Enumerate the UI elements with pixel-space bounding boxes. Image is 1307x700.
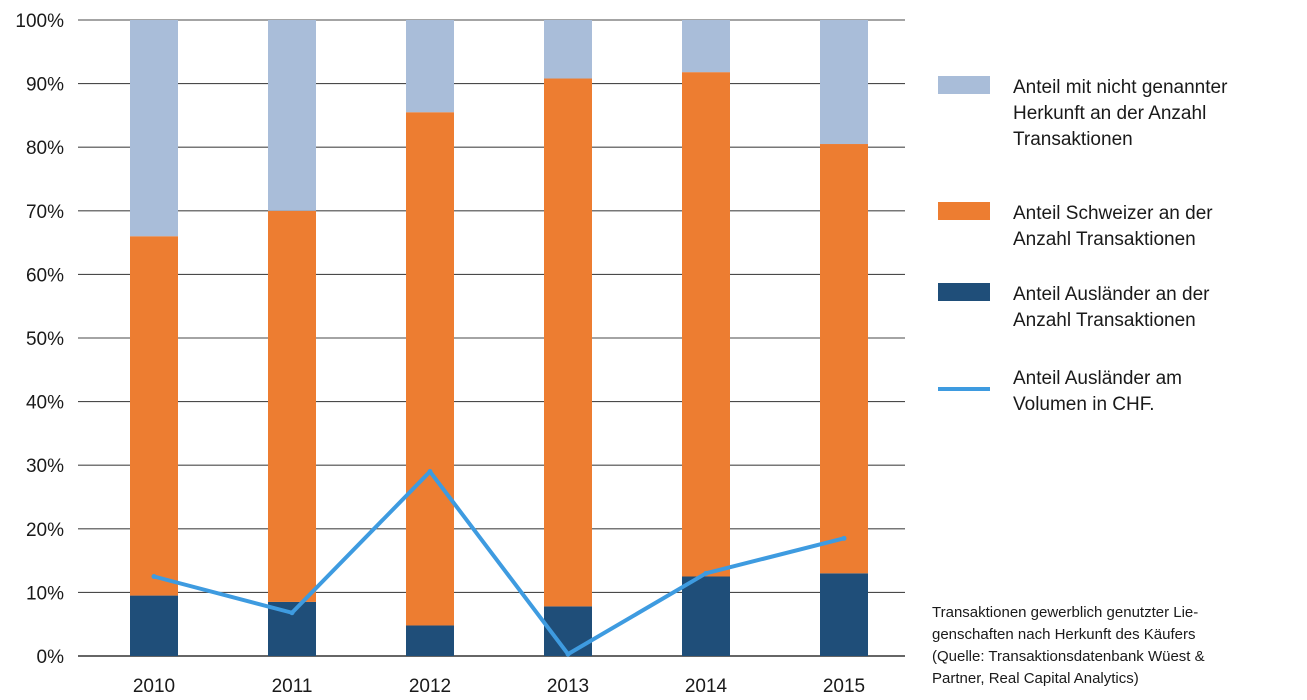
line-point [427,469,433,475]
y-tick-label: 90% [26,75,64,96]
bar-segment-2-2015 [820,20,868,145]
bar-segment-0-2012 [406,625,454,656]
legend-label: Anteil mit nicht genannter [1013,77,1228,98]
bar-segment-1-2012 [406,112,454,626]
y-tick-label: 60% [26,265,64,286]
bar-segment-1-2015 [820,144,868,574]
bar-segment-1-2010 [130,236,178,596]
x-tick-label: 2015 [823,676,865,695]
bar-segment-0-2014 [682,576,730,656]
line-point [703,570,709,576]
bar-segment-1-2013 [544,78,592,607]
legend-label: Anteil Ausländer am [1013,368,1182,389]
legend-swatch-box [938,283,990,301]
legend-label: Anteil Ausländer an der [1013,284,1210,305]
legend-label: Anzahl Transaktionen [1013,310,1196,331]
legend-label: Herkunft an der Anzahl [1013,103,1206,124]
legend-label: Volumen in CHF. [1013,394,1155,415]
y-tick-label: 40% [26,393,64,414]
y-tick-label: 30% [26,456,64,477]
bar-segment-2-2010 [130,20,178,237]
legend-label: Anteil Schweizer an der [1013,203,1213,224]
line-series-0 [152,469,846,657]
source-note-line: genschaften nach Herkunft des Käufers [932,626,1196,643]
y-tick-label: 100% [15,11,64,32]
legend-swatch-box [938,76,990,94]
line-point [151,574,157,579]
y-tick-label: 80% [26,138,64,159]
y-tick-label: 10% [26,583,64,604]
bar-segment-2-2012 [406,20,454,113]
x-tick-label: 2013 [547,676,589,695]
x-tick-label: 2014 [685,676,728,695]
y-tick-label: 20% [26,520,64,541]
y-tick-label: 50% [26,329,64,350]
bar-segment-2-2014 [682,20,730,73]
legend-swatch-box [938,202,990,220]
source-note-line: (Quelle: Transaktionsdatenbank Wüest & [932,648,1205,665]
line-point [565,651,571,657]
y-tick-label: 0% [37,647,65,668]
x-tick-label: 2010 [133,676,175,695]
line-point [841,535,847,541]
bar-segment-1-2014 [682,72,730,577]
legend-label: Anzahl Transaktionen [1013,229,1196,250]
bar-segment-0-2010 [130,595,178,656]
x-tick-label: 2011 [272,676,313,695]
y-tick-label: 70% [26,202,64,223]
line-point [289,610,295,616]
x-tick-label: 2012 [409,676,451,695]
bar-segment-0-2015 [820,573,868,656]
bar-segment-2-2013 [544,20,592,79]
legend-label: Transaktionen [1013,129,1133,150]
source-note-line: Transaktionen gewerblich genutzter Lie- [932,604,1198,621]
source-note-line: Partner, Real Capital Analytics) [932,670,1139,687]
bar-segment-1-2011 [268,210,316,602]
bar-segment-2-2011 [268,20,316,211]
